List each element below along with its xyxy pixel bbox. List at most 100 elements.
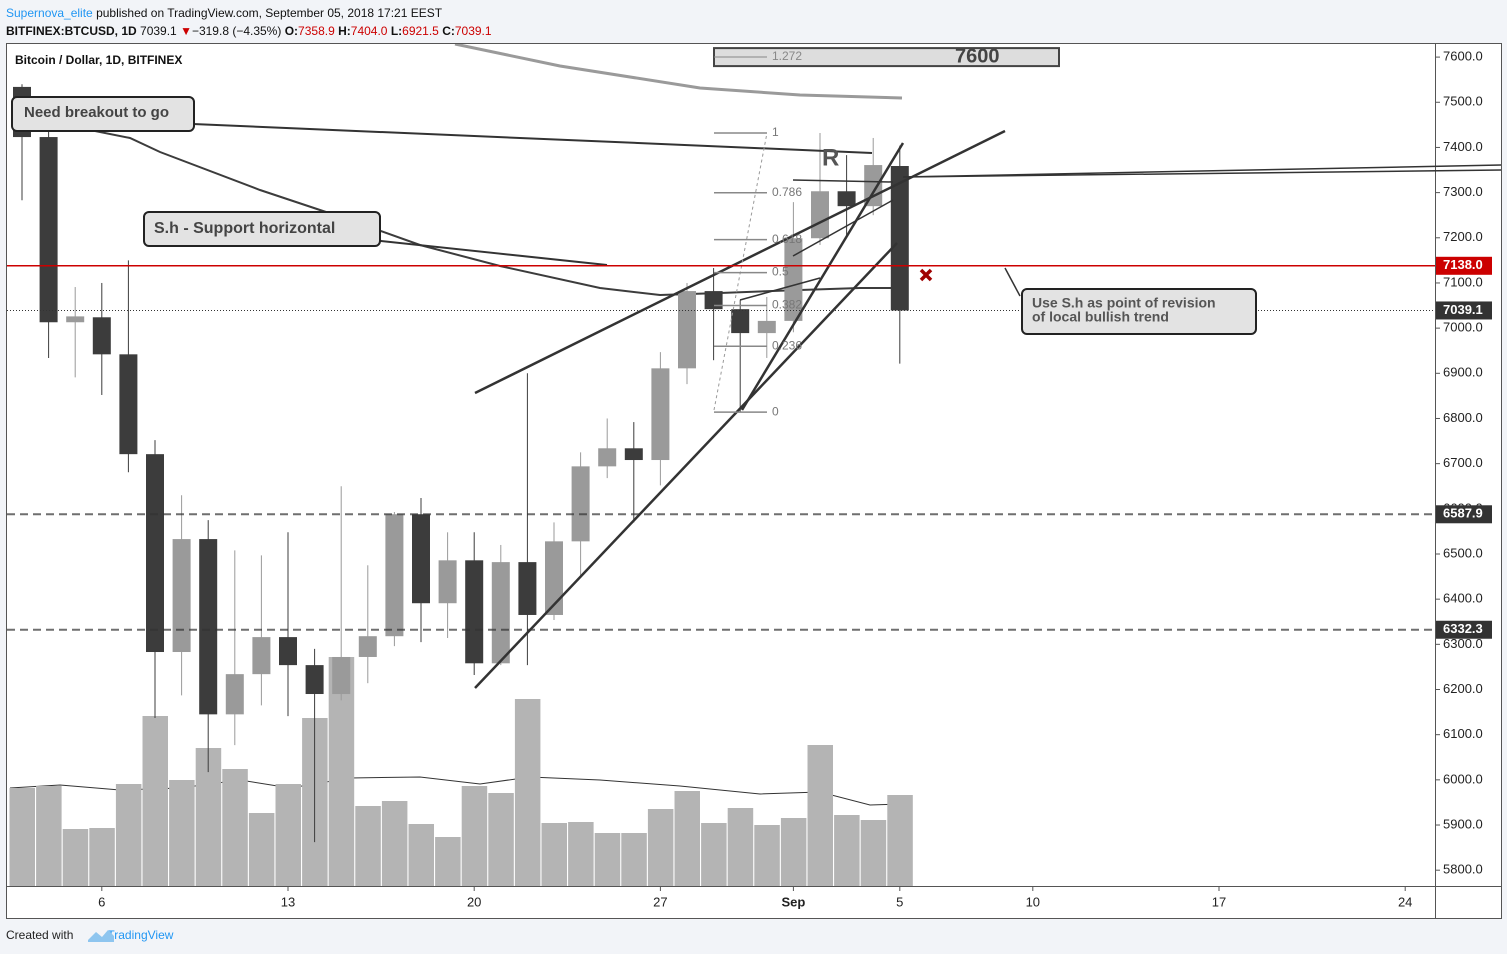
candle-body	[385, 514, 404, 637]
volume-bar	[169, 780, 195, 886]
candle-body	[491, 562, 510, 664]
published: published on TradingView.com, September …	[96, 6, 443, 20]
candle-body	[757, 320, 776, 334]
trend-line	[474, 129, 1006, 395]
price-label: 7039.1	[1443, 302, 1483, 317]
ohlc-value: 7404.0	[350, 24, 388, 38]
callout-text: Need breakout to go	[24, 104, 169, 121]
y-tick-label: 6800.0	[1443, 410, 1483, 425]
callout-box	[11, 96, 195, 132]
candle-body	[92, 317, 111, 355]
volume-bar	[541, 823, 567, 886]
volume-bar	[62, 829, 89, 886]
candle-body	[545, 541, 563, 615]
x-tick-label: 10	[1026, 894, 1040, 909]
volume-bar	[381, 801, 408, 886]
candle-body	[678, 291, 696, 369]
candle-body	[811, 191, 829, 239]
cross	[919, 268, 933, 282]
ohlc-value: 6921.5	[402, 24, 439, 38]
resistance-line	[902, 169, 1502, 178]
y-tick-label: 7000.0	[1443, 320, 1483, 335]
volume-bar	[9, 788, 35, 886]
volume-bar	[36, 786, 62, 886]
ohlc-key: C:	[442, 24, 455, 38]
ohlc-value: 7039.1	[454, 24, 492, 38]
callout-pointer	[192, 123, 873, 154]
volume-bar	[248, 813, 275, 886]
fib-trend	[713, 132, 768, 411]
candle-body	[438, 560, 457, 604]
ohlc-key: O:	[284, 24, 299, 38]
volume-bar	[860, 820, 887, 886]
candle-body	[252, 637, 271, 675]
callout-box	[1021, 288, 1257, 335]
volume-bar	[701, 823, 727, 886]
ohlc-key: L:	[390, 24, 403, 38]
volume-bar	[807, 745, 833, 886]
x-tick-label: Sep	[781, 894, 805, 909]
callout-text: Use S.h as point of revision	[1032, 295, 1216, 311]
arrow: ▼	[180, 24, 192, 38]
footer: Created with TradingView	[6, 928, 173, 942]
fib-label: 0	[772, 404, 779, 418]
y-tick-label: 7200.0	[1443, 229, 1483, 244]
candle-body	[119, 354, 138, 455]
price-label: 6587.9	[1443, 506, 1483, 521]
y-tick-label: 6200.0	[1443, 681, 1483, 696]
drawings	[192, 123, 1502, 689]
volume-bar	[727, 808, 754, 886]
callout-pointer	[371, 239, 608, 266]
marker	[919, 268, 933, 282]
volume-bar	[621, 833, 647, 886]
candle-body	[864, 165, 883, 207]
ohlc-key: H:	[338, 24, 351, 38]
price-label-box	[1436, 301, 1492, 320]
moving-average	[454, 44, 903, 100]
candle-body	[146, 454, 164, 653]
trend-line	[740, 142, 905, 411]
y-tick-label: 7400.0	[1443, 139, 1483, 154]
y-tick-label: 5900.0	[1443, 816, 1483, 831]
candle-body	[784, 238, 803, 321]
volume-bar	[275, 784, 301, 886]
brand[interactable]: TradingView	[107, 928, 174, 942]
price-label-box	[1436, 620, 1492, 639]
chart-title: Bitcoin / Dollar, 1D, BITFINEX	[15, 53, 182, 67]
y-tick-label: 6900.0	[1443, 365, 1483, 380]
trend-line	[792, 199, 894, 257]
fib-label: 0.786	[772, 185, 802, 199]
annotations: Need breakout to go S.h - Support horizo…	[11, 96, 1257, 335]
resistance-label: R	[822, 144, 839, 171]
candle-body	[66, 316, 85, 323]
candle-body	[225, 674, 244, 715]
y-tick-label: 6300.0	[1443, 636, 1483, 651]
volume-bar	[222, 769, 248, 886]
volume-bar	[435, 837, 461, 886]
fib-label: 0.5	[772, 265, 789, 279]
candle-body	[199, 539, 218, 715]
price-label: 6332.3	[1443, 621, 1483, 636]
y-tick-label: 6100.0	[1443, 726, 1483, 741]
footer-text: Created with	[6, 928, 74, 942]
price-label-box	[1436, 256, 1492, 275]
candle-body	[837, 191, 856, 207]
candle-body	[305, 665, 324, 695]
volume-bar	[594, 833, 621, 886]
resistance-line	[902, 164, 1502, 178]
candle-body	[651, 368, 670, 461]
price-label: 7138.0	[1443, 257, 1483, 272]
candle-body	[465, 560, 484, 664]
author[interactable]: Supernova_elite	[6, 6, 93, 20]
volume-bar	[568, 822, 594, 886]
trend-line	[474, 242, 898, 689]
y-tick-label: 6000.0	[1443, 771, 1483, 786]
candle-body	[731, 309, 750, 334]
candle-body	[358, 636, 377, 657]
logo-shape	[88, 930, 114, 942]
price-label-box	[1436, 505, 1492, 524]
y-tick-label: 7100.0	[1443, 274, 1483, 289]
volume-bar	[647, 809, 674, 886]
volume-bar	[674, 791, 700, 886]
